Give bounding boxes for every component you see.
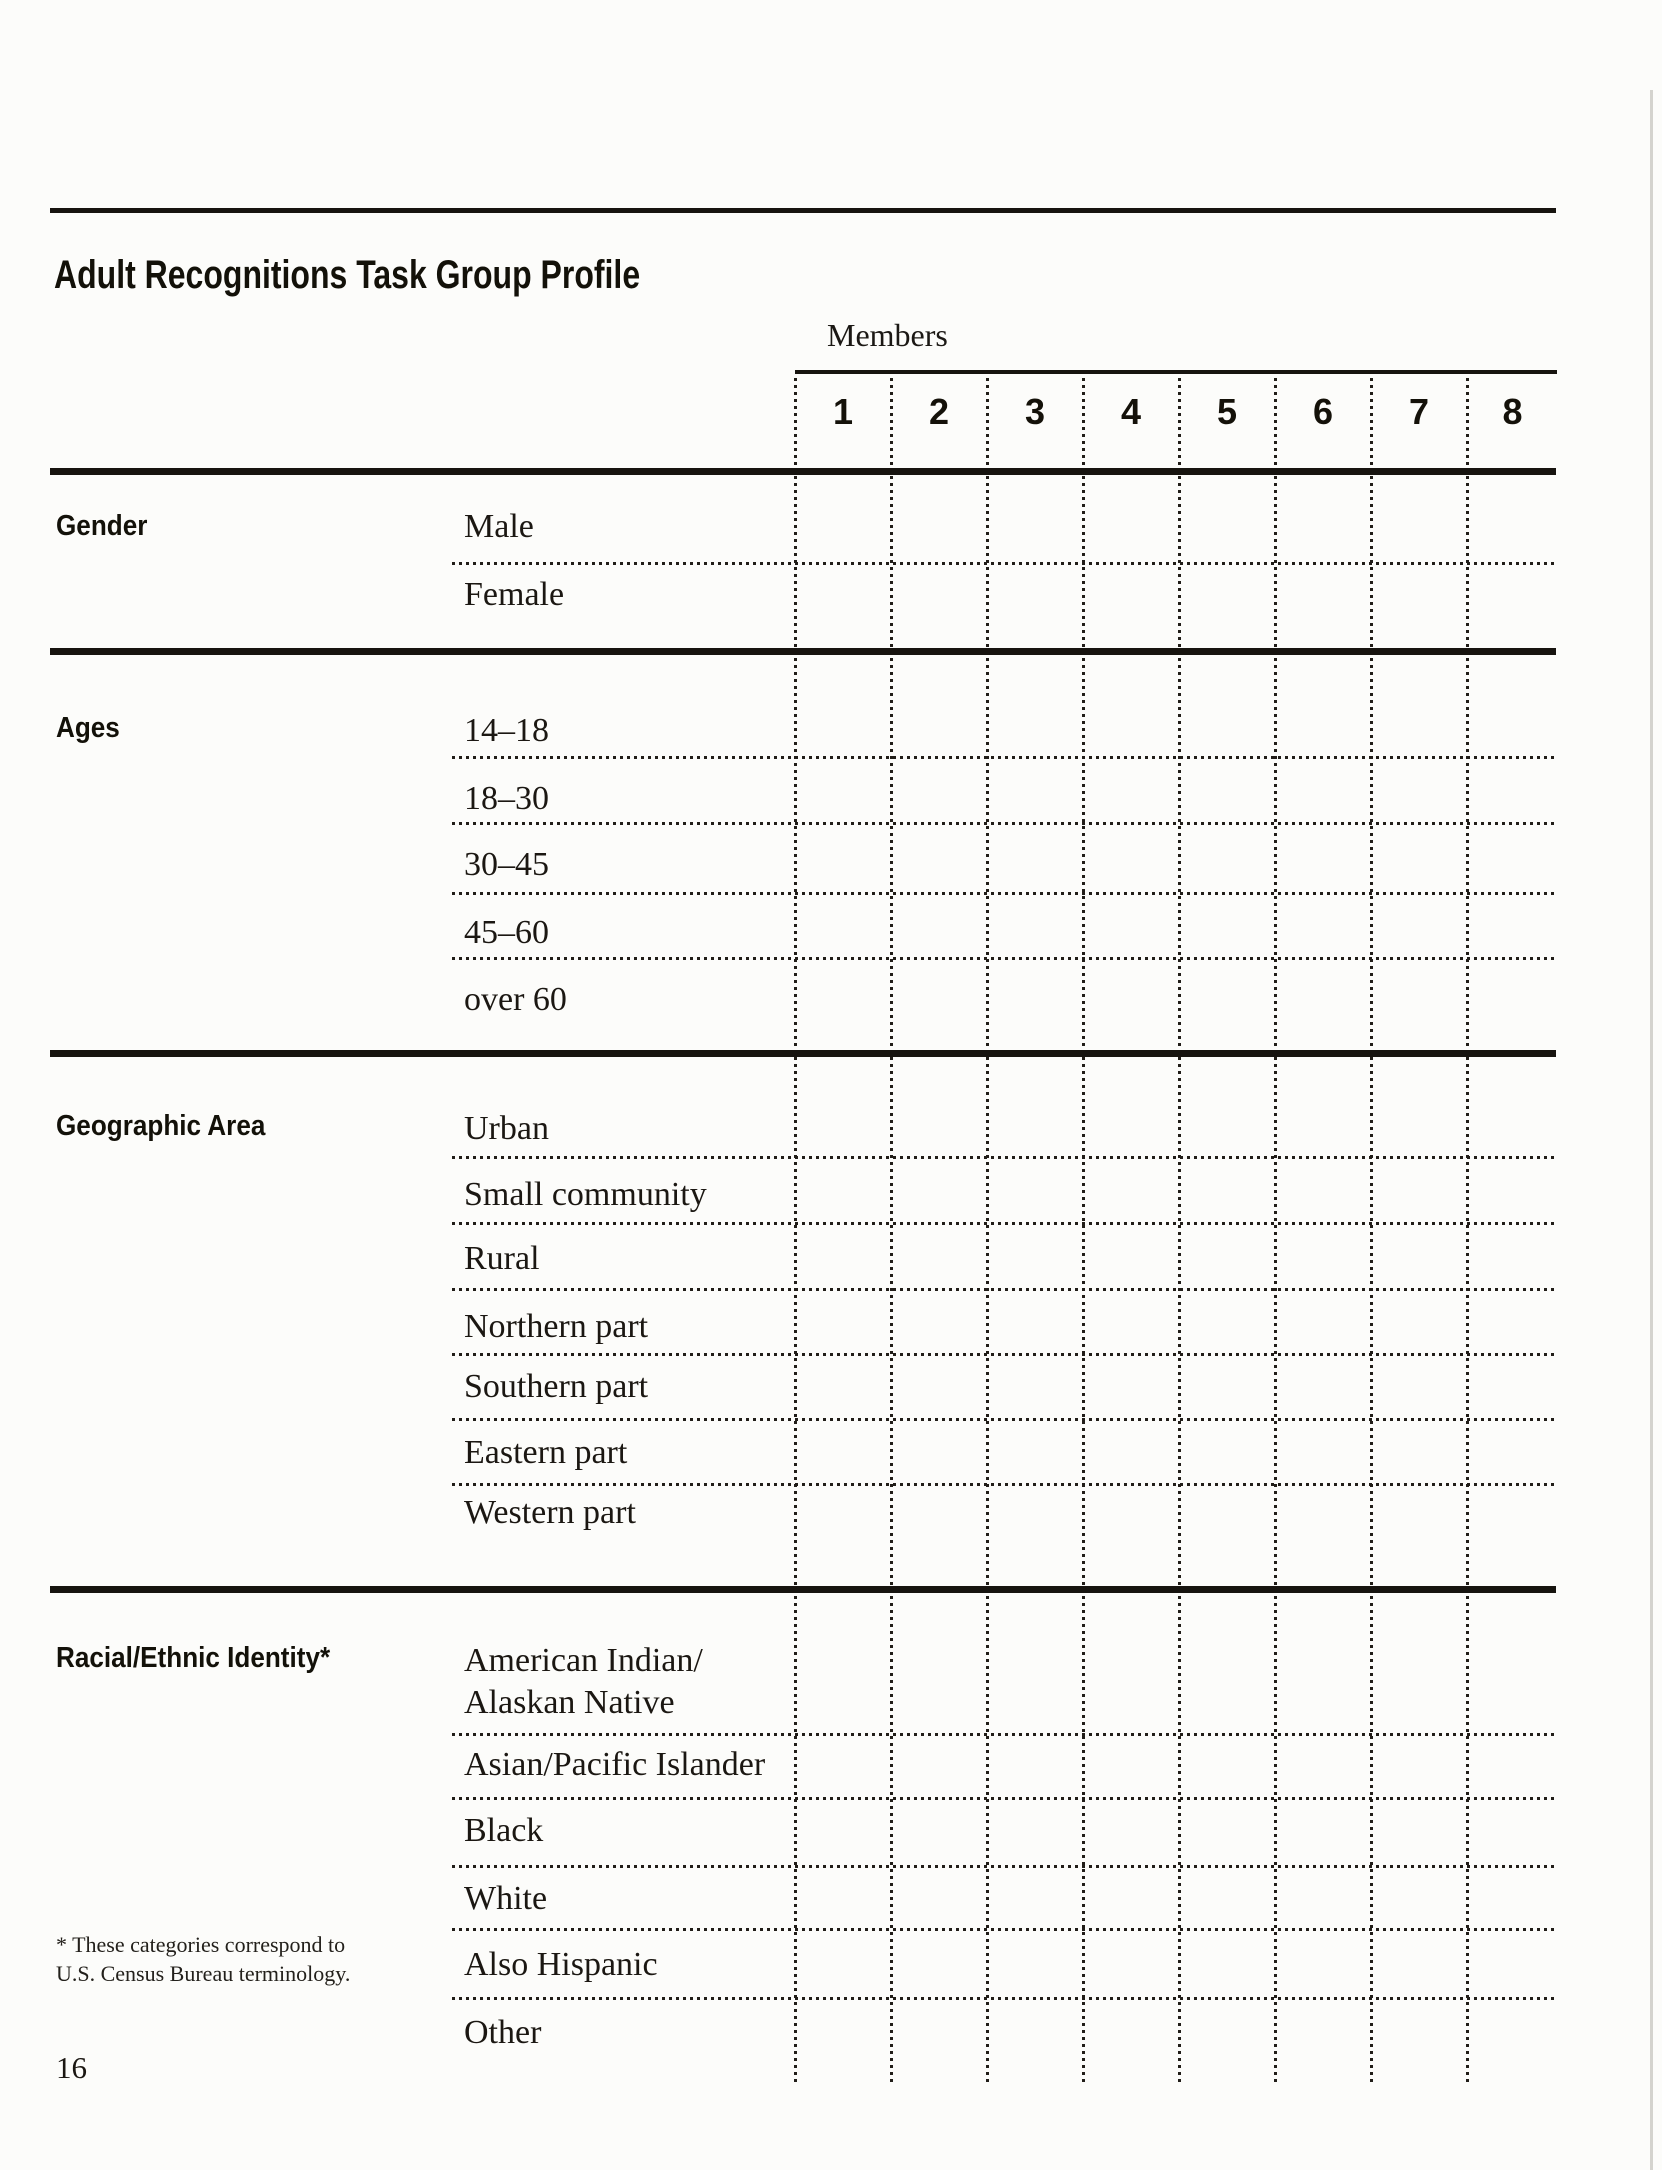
row-divider (452, 1156, 1556, 1159)
row-divider (452, 957, 1556, 960)
top-rule (50, 208, 1556, 213)
section-rule-4 (50, 1586, 1556, 1593)
section-label-ages: Ages (56, 712, 120, 744)
grid-vline-8 (1466, 378, 1469, 2082)
row-label-also-hispanic: Also Hispanic (464, 1946, 658, 1983)
row-label-southern-part: Southern part (464, 1368, 649, 1405)
column-header-6: 6 (1312, 391, 1334, 432)
row-label-rural: Rural (464, 1240, 540, 1277)
column-header-3: 3 (1024, 391, 1046, 432)
section-label-racial-ethnic-identity: Racial/Ethnic Identity* (56, 1642, 331, 1674)
row-label-small-community: Small community (464, 1176, 707, 1213)
row-label-black: Black (464, 1812, 544, 1849)
row-divider (452, 1797, 1556, 1800)
column-header-5: 5 (1216, 391, 1238, 432)
row-divider (452, 1865, 1556, 1868)
section-label-gender: Gender (56, 510, 148, 542)
section-label-geographic-area: Geographic Area (56, 1110, 266, 1142)
row-label-45-60: 45–60 (464, 914, 549, 951)
row-divider (452, 1733, 1556, 1736)
row-label-18-30: 18–30 (464, 780, 549, 817)
row-divider (452, 1288, 1556, 1291)
page-number: 16 (56, 2050, 87, 2085)
row-label-white: White (464, 1880, 548, 1917)
row-label-western-part: Western part (464, 1494, 636, 1531)
grid-vline-7 (1370, 378, 1373, 2082)
grid-vline-5 (1178, 378, 1181, 2082)
row-label-14-18: 14–18 (464, 712, 549, 749)
footnote: * These categories correspond to U.S. Ce… (56, 1932, 351, 1986)
column-header-1: 1 (832, 391, 854, 432)
row-label-northern-part: Northern part (464, 1308, 649, 1345)
row-label-female: Female (464, 576, 565, 613)
row-divider (452, 892, 1556, 895)
row-divider (452, 822, 1556, 825)
section-rule-1 (50, 468, 1556, 475)
section-rule-3 (50, 1050, 1556, 1057)
row-divider (452, 1928, 1556, 1931)
grid-vline-3 (986, 378, 989, 2082)
members-header: Members (827, 317, 948, 353)
row-label-asian-pacific-islander: Asian/Pacific Islander (464, 1746, 766, 1783)
row-label-eastern-part: Eastern part (464, 1434, 628, 1471)
grid-vline-1 (794, 378, 797, 2082)
grid-vline-6 (1274, 378, 1277, 2082)
column-header-2: 2 (928, 391, 950, 432)
row-divider (452, 1222, 1556, 1225)
column-header-4: 4 (1120, 391, 1142, 432)
grid-vline-4 (1082, 378, 1085, 2082)
row-divider (452, 1997, 1556, 2000)
row-label-urban: Urban (464, 1110, 549, 1147)
row-divider (452, 1418, 1556, 1421)
row-label-30-45: 30–45 (464, 846, 549, 883)
row-label-other: Other (464, 2014, 542, 2051)
row-label-male: Male (464, 508, 534, 545)
row-divider (452, 1353, 1556, 1356)
page-title: Adult Recognitions Task Group Profile (54, 253, 641, 297)
scan-edge-shadow (1650, 90, 1653, 2170)
row-divider (452, 1483, 1556, 1486)
members-underline (795, 370, 1557, 374)
row-label-american-indian-alaskan-native: American Indian/ Alaskan Native (464, 1642, 703, 1721)
row-divider (452, 562, 1556, 565)
column-header-8: 8 (1502, 391, 1523, 432)
row-label-over-60: over 60 (464, 981, 567, 1018)
section-rule-2 (50, 648, 1556, 655)
row-divider (452, 756, 1556, 759)
column-header-7: 7 (1408, 391, 1430, 432)
grid-vline-2 (890, 378, 893, 2082)
